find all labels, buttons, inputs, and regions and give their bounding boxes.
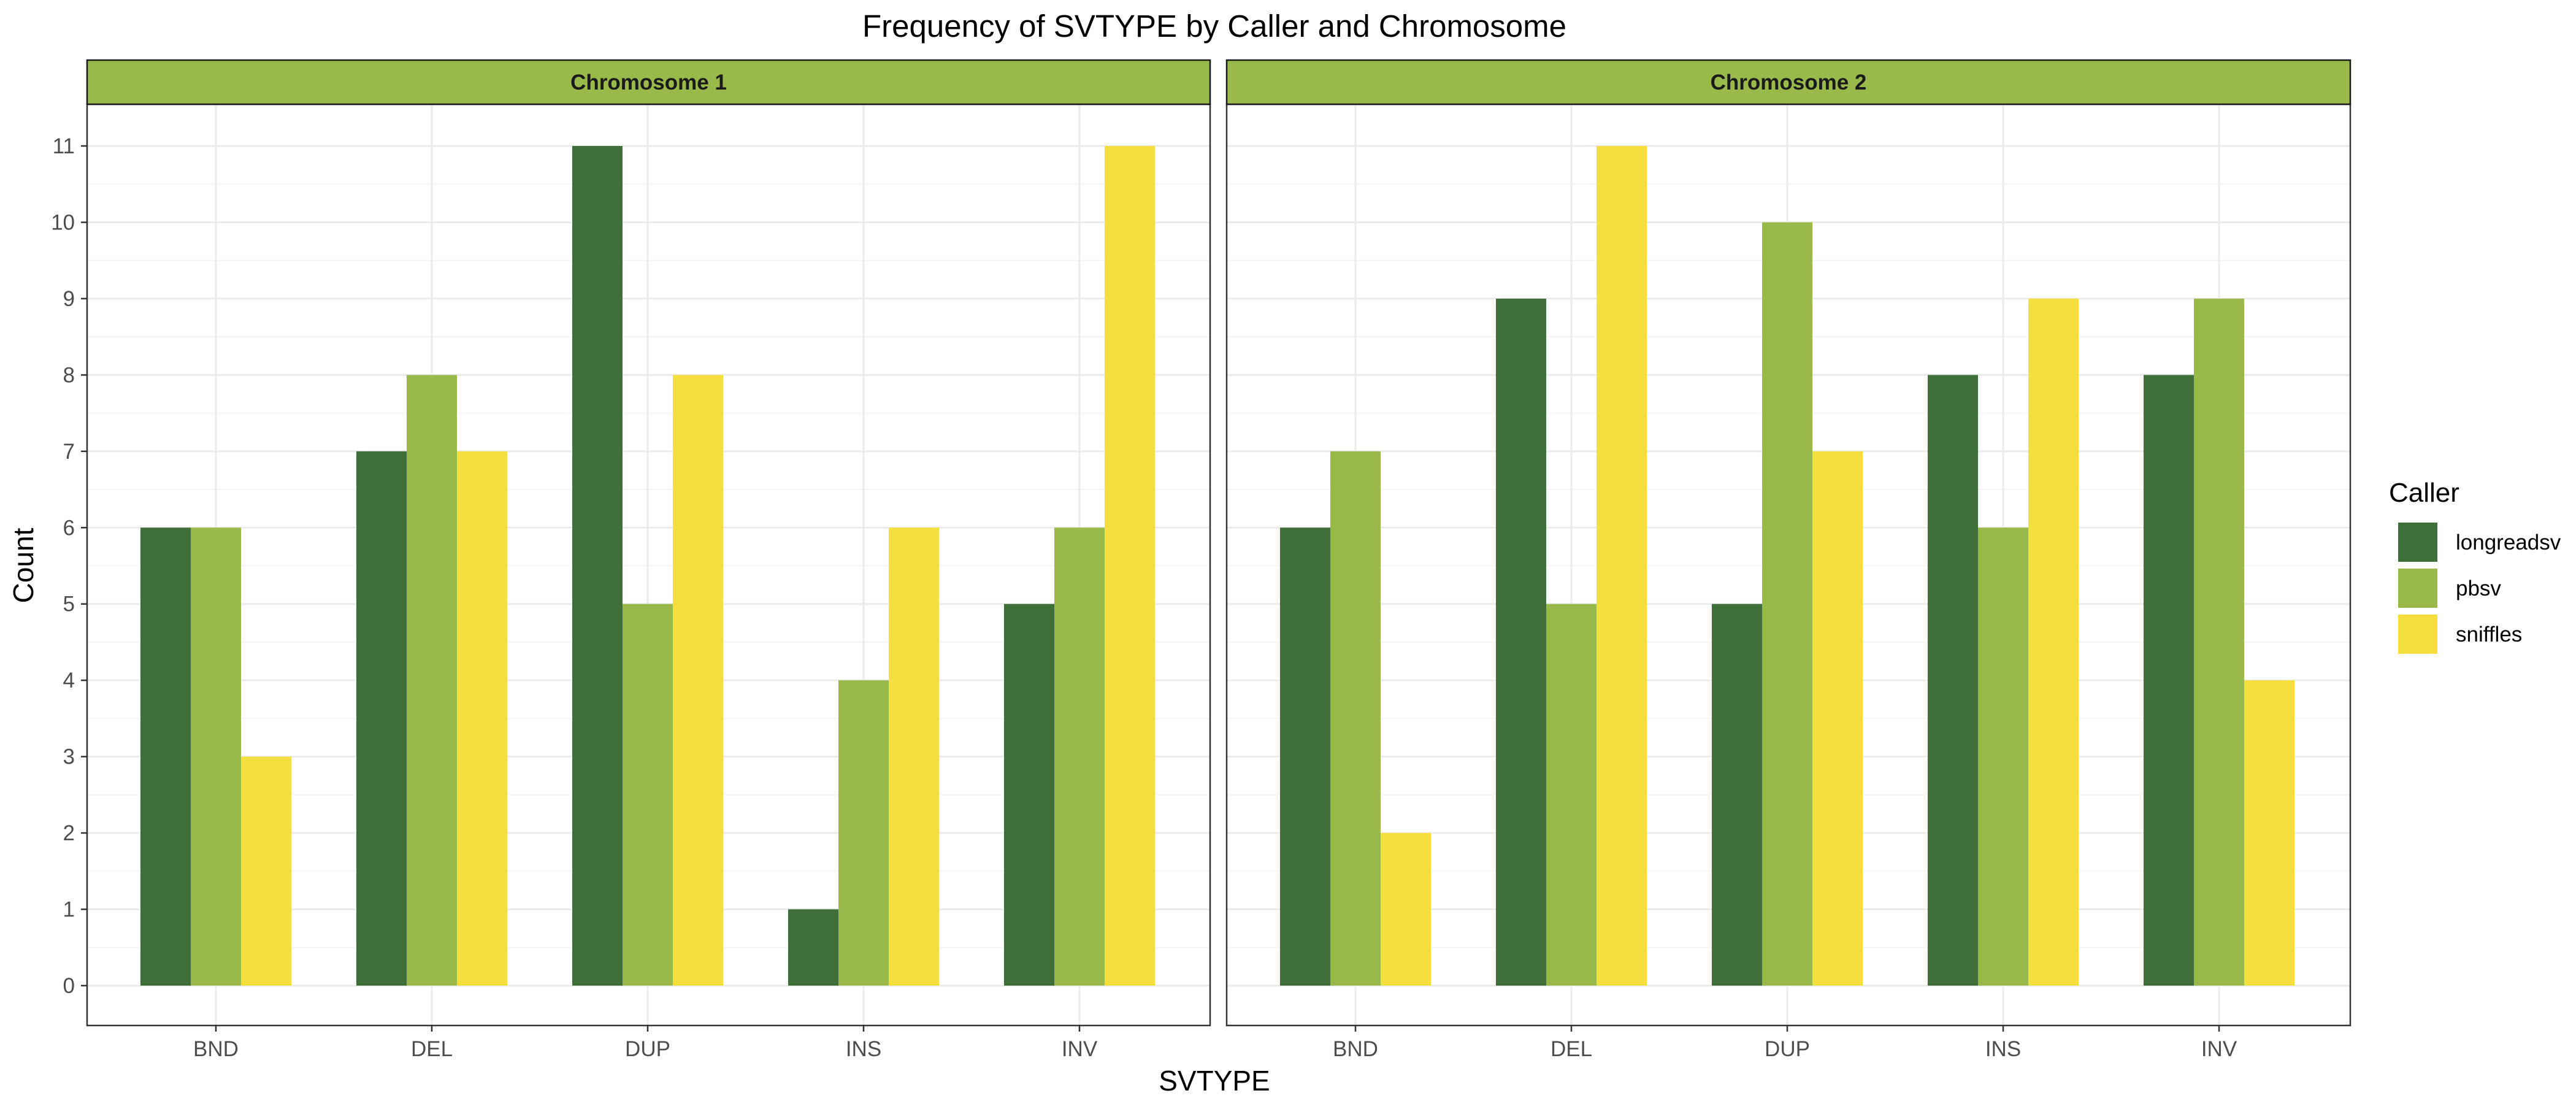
bar-sniffles-inv: [2244, 680, 2294, 986]
bar-pbsv-inv: [2194, 298, 2244, 986]
bar-longreadsv-inv: [1004, 604, 1054, 986]
bar-sniffles-ins: [889, 527, 939, 986]
legend-key-sniffles: [2398, 615, 2437, 654]
facet-panels: Chromosome 1 BND DEL DUP INS INV 0 1 2 3 4 5 6 7 8 9 10 1…: [51, 59, 2352, 1061]
facet-strip: [1225, 59, 2352, 105]
x-tick-label: DEL: [1551, 1037, 1592, 1061]
y-tick-label: 6: [63, 516, 75, 540]
y-tick-label: 1: [63, 898, 75, 922]
x-axis-title: SVTYPE: [1159, 1065, 1270, 1097]
bar-sniffles-ins: [2028, 298, 2079, 986]
bar-longreadsv-ins: [1928, 375, 1978, 986]
bar-longreadsv-bnd: [1280, 527, 1330, 986]
x-tick-label: DEL: [411, 1037, 453, 1061]
legend-label-longreadsv: longreadsv: [2456, 531, 2561, 554]
x-tick-label: DUP: [1765, 1037, 1810, 1061]
y-axis-title: Count: [7, 527, 39, 603]
bar-longreadsv-dup: [572, 146, 623, 986]
bar-pbsv-bnd: [1330, 451, 1381, 986]
chart-title: Frequency of SVTYPE by Caller and Chromo…: [862, 9, 1566, 44]
bar-longreadsv-ins: [788, 909, 838, 986]
bar-sniffles-dup: [1812, 451, 1863, 986]
bar-sniffles-del: [1597, 146, 1647, 986]
x-tick-label: DUP: [625, 1037, 670, 1061]
x-tick-label: BND: [1333, 1037, 1378, 1061]
legend-title: Caller: [2389, 478, 2459, 508]
bar-longreadsv-del: [1496, 298, 1546, 986]
bar-sniffles-bnd: [241, 756, 291, 986]
bar-pbsv-ins: [1978, 527, 2028, 986]
bar-sniffles-dup: [673, 375, 723, 986]
bar-sniffles-inv: [1105, 146, 1155, 986]
legend: Caller longreadsv pbsv sniffles: [2389, 478, 2561, 654]
y-tick-label: 9: [63, 287, 75, 311]
x-tick-label: INS: [846, 1037, 881, 1061]
bar-pbsv-dup: [1762, 222, 1812, 986]
y-tick-label: 11: [53, 134, 75, 158]
y-tick-label: 5: [63, 592, 75, 616]
y-tick-label: 4: [63, 669, 75, 692]
facet-strip-label: Chromosome 1: [570, 71, 727, 94]
x-tick-label: INV: [2201, 1037, 2237, 1061]
legend-key-longreadsv: [2398, 523, 2437, 562]
y-tick-label: 3: [63, 745, 75, 769]
bar-pbsv-bnd: [191, 527, 241, 986]
y-tick-label: 0: [63, 974, 75, 998]
y-tick-label: 2: [63, 821, 75, 845]
bar-sniffles-bnd: [1381, 833, 1431, 986]
x-tick-label: INV: [1062, 1037, 1098, 1061]
facet-strip-label: Chromosome 2: [1711, 71, 1867, 94]
legend-label-pbsv: pbsv: [2456, 577, 2501, 600]
bar-longreadsv-inv: [2144, 375, 2194, 986]
bar-longreadsv-bnd: [140, 527, 191, 986]
x-tick-label: BND: [193, 1037, 239, 1061]
facet-strip: [86, 59, 1211, 105]
y-tick-label: 7: [63, 440, 75, 464]
y-tick-label: 10: [51, 210, 75, 234]
bar-pbsv-dup: [623, 604, 673, 986]
y-tick-label: 8: [63, 363, 75, 387]
bar-longreadsv-del: [356, 451, 407, 986]
legend-key-pbsv: [2398, 569, 2437, 608]
facet-panel: Chromosome 2 BND DEL DUP INS INV: [1225, 59, 2352, 1061]
bar-pbsv-inv: [1054, 527, 1105, 986]
bar-longreadsv-dup: [1712, 604, 1762, 986]
bar-pbsv-ins: [838, 680, 889, 986]
bar-pbsv-del: [407, 375, 457, 986]
bar-pbsv-del: [1546, 604, 1597, 986]
x-tick-label: INS: [1985, 1037, 2021, 1061]
legend-label-sniffles: sniffles: [2456, 623, 2522, 646]
facet-panel: Chromosome 1 BND DEL DUP INS INV 0 1 2 3 4 5 6 7 8 9 10 1…: [51, 59, 1211, 1061]
bar-sniffles-del: [457, 451, 507, 986]
